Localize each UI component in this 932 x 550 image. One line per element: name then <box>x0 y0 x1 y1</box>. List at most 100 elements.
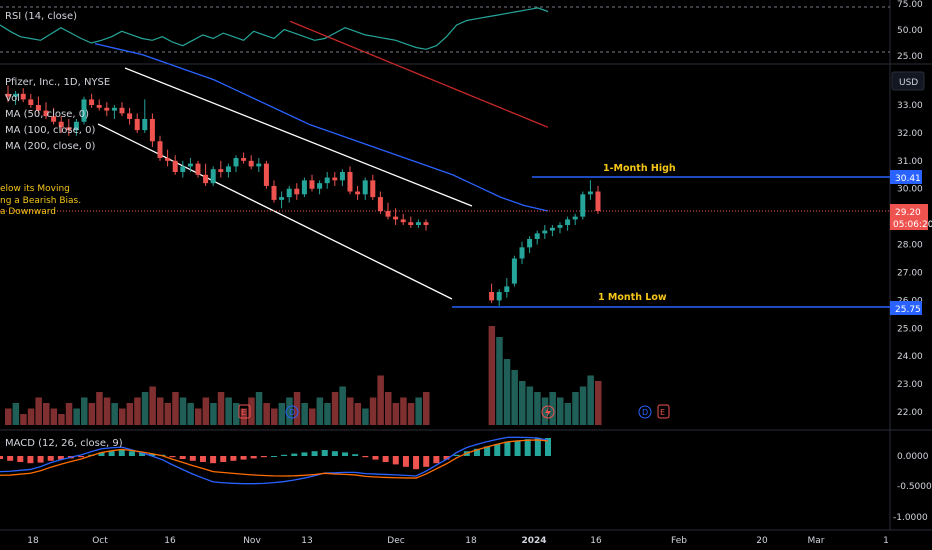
candle <box>408 216 414 228</box>
last-price-tag-text: 29.20 <box>895 208 921 218</box>
time-tick: Oct <box>92 536 108 546</box>
macd-hist-bar <box>402 456 409 467</box>
time-tick: Mar <box>808 536 825 546</box>
macd-hist-bar <box>331 451 338 456</box>
earnings-marker-future[interactable]: E <box>657 404 670 419</box>
volume-bar <box>309 408 316 425</box>
macd-hist-bar <box>311 451 318 456</box>
candle <box>119 102 125 117</box>
macd-hist-bar <box>149 453 156 456</box>
macd-hist-bar <box>423 456 430 467</box>
volume-bar <box>511 370 518 425</box>
time-tick: Nov <box>243 536 261 546</box>
macd-hist-bar <box>433 456 440 464</box>
volume-bar <box>595 381 602 425</box>
candle <box>165 149 171 167</box>
volume-bar <box>225 397 232 425</box>
time-tick: 1 <box>883 536 889 546</box>
candle <box>58 116 64 133</box>
candle <box>587 180 593 200</box>
legend-volume[interactable]: Vol <box>5 93 20 104</box>
volume-bar <box>392 403 400 425</box>
legend-ma100[interactable]: MA (100, close, 0) <box>5 125 95 136</box>
volume-bars <box>5 326 602 425</box>
time-axis: 18 Oct 16 Nov 13 Dec 18 2024 16 Feb 20 Mar 1 <box>27 536 889 546</box>
volume-bar <box>35 397 42 425</box>
volume-bar <box>255 392 263 425</box>
one-month-low-label: 1 Month Low <box>598 292 667 303</box>
volume-bar <box>488 326 496 425</box>
volume-bar <box>157 397 164 425</box>
volume-bar <box>65 403 73 425</box>
candle <box>51 107 57 125</box>
candle <box>400 213 406 226</box>
volume-bar <box>164 403 172 425</box>
legend-ma50[interactable]: MA (50, close, 0) <box>5 109 89 120</box>
volume-bar <box>423 392 430 425</box>
earnings-marker-future-label: E <box>660 408 665 417</box>
volume-bar <box>263 403 270 425</box>
candle <box>13 91 19 105</box>
macd-hist-bar <box>47 456 54 461</box>
macd-hist-bar <box>240 456 247 460</box>
macd-hist-bar <box>271 456 277 457</box>
one-month-high-label: 1-Month High <box>603 163 676 174</box>
volume-bar <box>88 403 96 425</box>
candle <box>172 155 178 175</box>
candle <box>415 219 421 228</box>
time-tick: 16 <box>590 536 602 546</box>
macd-hist-bar <box>169 456 176 458</box>
volume-bar <box>141 392 149 425</box>
candle <box>393 208 399 226</box>
macd-label: MACD (12, 26, close, 9) <box>5 438 123 449</box>
legend-symbol[interactable]: Pfizer, Inc., 1D, NYSE <box>5 77 110 88</box>
note-line-3: a Downward <box>0 207 56 217</box>
candle <box>233 155 239 172</box>
candle <box>595 185 601 214</box>
lightning-marker[interactable] <box>541 405 555 419</box>
earnings-marker[interactable]: E <box>238 404 251 419</box>
volume-bar <box>12 403 20 425</box>
volume-bar <box>324 403 331 425</box>
candle <box>496 289 502 306</box>
time-tick: 13 <box>301 536 312 546</box>
candles <box>5 85 601 306</box>
macd-hist-bar <box>372 456 379 460</box>
candle <box>256 158 262 172</box>
macd-tick-0: 0.0000 <box>897 452 929 462</box>
macd-signal-line <box>0 439 549 479</box>
volume-bar <box>202 397 210 425</box>
volume-bar <box>179 397 187 425</box>
dividend-marker-future[interactable]: D <box>638 405 652 419</box>
volume-bar <box>496 337 503 425</box>
macd-hist-bar <box>118 450 125 456</box>
candle <box>317 180 323 195</box>
rsi-tick-50: 50.00 <box>897 26 923 36</box>
volume-bar <box>369 397 377 425</box>
macd-hist-bar <box>139 452 146 456</box>
volume-bar <box>210 403 217 425</box>
candle <box>271 180 277 203</box>
candle <box>180 160 186 178</box>
candle <box>504 278 510 298</box>
price-tick: 27.00 <box>897 268 923 278</box>
macd-hist-bar <box>179 456 186 459</box>
macd-hist-bar <box>220 456 227 462</box>
currency-button[interactable] <box>891 71 925 91</box>
volume-bar <box>217 392 225 425</box>
candle <box>423 219 429 231</box>
macd-hist-bar <box>514 440 521 456</box>
volume-bar <box>587 375 594 425</box>
candle <box>111 105 117 119</box>
volume-bar <box>149 386 156 425</box>
volume-bar <box>407 403 415 425</box>
time-tick: 16 <box>164 536 176 546</box>
candle <box>565 216 571 231</box>
legend-ma200[interactable]: MA (200, close, 0) <box>5 141 95 152</box>
dividend-marker[interactable]: D <box>285 405 299 419</box>
macd-hist-bar <box>108 451 115 456</box>
volume-bar <box>111 403 118 425</box>
candle <box>301 177 307 198</box>
dividend-marker-future-label: D <box>642 408 648 417</box>
